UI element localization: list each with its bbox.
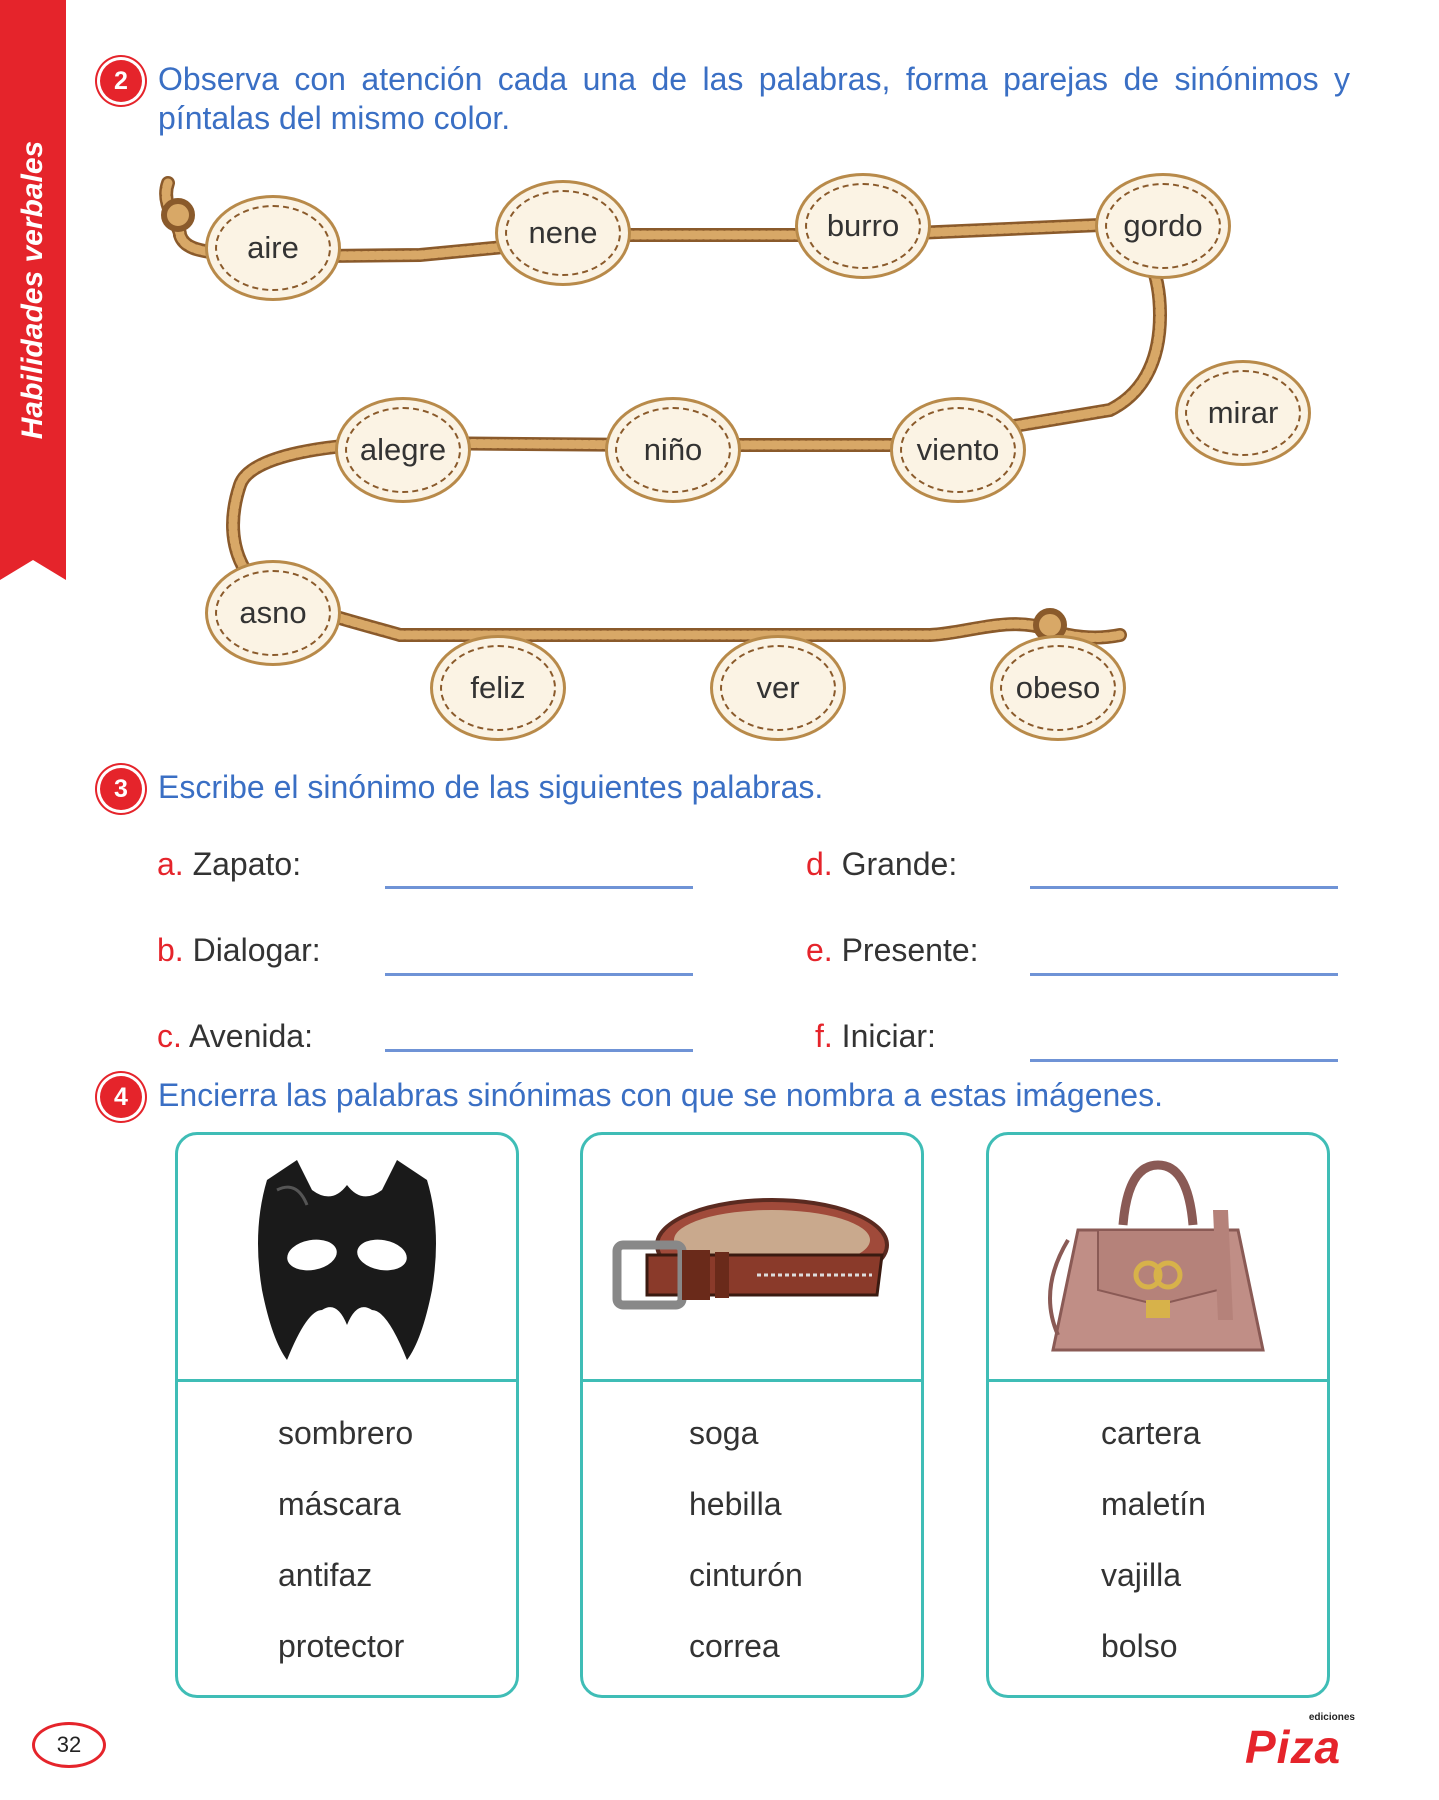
option-word[interactable]: soga	[689, 1415, 759, 1451]
word-bubble-gordo[interactable]: gordo	[1095, 173, 1231, 279]
rope-word-chain: aire nene burro gordo mirar viento niño …	[150, 165, 1311, 765]
belt-image	[583, 1145, 921, 1375]
option-word[interactable]: sombrero	[278, 1415, 414, 1451]
synonym-item-c: c. Avenida:	[157, 1018, 313, 1054]
word-bubble-asno[interactable]: asno	[205, 560, 341, 666]
publisher-logo-top: ediciones	[1308, 1712, 1355, 1723]
option-word[interactable]: antifaz	[278, 1557, 373, 1593]
exercise-3-number: 3	[100, 768, 142, 810]
word-bubble-obeso[interactable]: obeso	[990, 635, 1126, 741]
synonym-item-f: f. Iniciar:	[815, 1018, 936, 1054]
synonym-item-d: d. Grande:	[806, 846, 958, 882]
answer-line-a[interactable]	[385, 886, 693, 889]
answer-line-f[interactable]	[1030, 1059, 1338, 1062]
option-word[interactable]: vajilla	[1101, 1557, 1182, 1593]
word-bubble-alegre[interactable]: alegre	[335, 397, 471, 503]
word-bubble-feliz[interactable]: feliz	[430, 635, 566, 741]
card-divider	[178, 1379, 516, 1382]
option-word[interactable]: cinturón	[689, 1557, 803, 1593]
exercise-4-instruction: Encierra las palabras sinónimas con que …	[158, 1077, 1163, 1113]
option-word[interactable]: protector	[278, 1628, 405, 1664]
exercise-2-instruction: Observa con atención cada una de las pal…	[158, 61, 1350, 136]
answer-line-b[interactable]	[385, 973, 693, 976]
card-divider	[989, 1379, 1327, 1382]
word-bubble-ver[interactable]: ver	[710, 635, 846, 741]
synonym-item-a: a. Zapato:	[157, 846, 302, 882]
card-belt: soga hebilla cinturón correa	[580, 1132, 924, 1698]
publisher-logo-name: Piza	[1245, 1721, 1342, 1773]
sidebar-label: Habilidades verbales	[16, 140, 49, 440]
answer-line-d[interactable]	[1030, 886, 1338, 889]
card-handbag: cartera maletín vajilla bolso	[986, 1132, 1330, 1698]
word-bubble-viento[interactable]: viento	[890, 397, 1026, 503]
publisher-logo: ediciones Piza	[1245, 1712, 1355, 1773]
exercise-2-number: 2	[100, 60, 142, 102]
option-word[interactable]: hebilla	[689, 1486, 782, 1522]
sidebar-notch	[0, 560, 66, 580]
option-word[interactable]: bolso	[1101, 1628, 1178, 1664]
option-word[interactable]: maletín	[1101, 1486, 1206, 1522]
synonym-item-b: b. Dialogar:	[157, 932, 321, 968]
exercise-4-number: 4	[100, 1076, 142, 1118]
exercise-3-instruction: Escribe el sinónimo de las siguientes pa…	[158, 769, 824, 805]
synonym-item-e: e. Presente:	[806, 932, 979, 968]
word-bubble-burro[interactable]: burro	[795, 173, 931, 279]
page-number: 32	[32, 1722, 106, 1768]
word-bubble-nino[interactable]: niño	[605, 397, 741, 503]
card-mask: sombrero máscara antifaz protector	[175, 1132, 519, 1698]
card-divider	[583, 1379, 921, 1382]
word-bubble-aire[interactable]: aire	[205, 195, 341, 301]
answer-line-e[interactable]	[1030, 973, 1338, 976]
sidebar-tab: Habilidades verbales	[0, 0, 66, 580]
word-bubble-nene[interactable]: nene	[495, 180, 631, 286]
mask-image	[178, 1145, 516, 1375]
option-word[interactable]: cartera	[1101, 1415, 1201, 1451]
handbag-image	[989, 1145, 1327, 1375]
option-word[interactable]: correa	[689, 1628, 780, 1664]
word-bubble-mirar[interactable]: mirar	[1175, 360, 1311, 466]
option-word[interactable]: máscara	[278, 1486, 401, 1522]
answer-line-c[interactable]	[385, 1049, 693, 1052]
